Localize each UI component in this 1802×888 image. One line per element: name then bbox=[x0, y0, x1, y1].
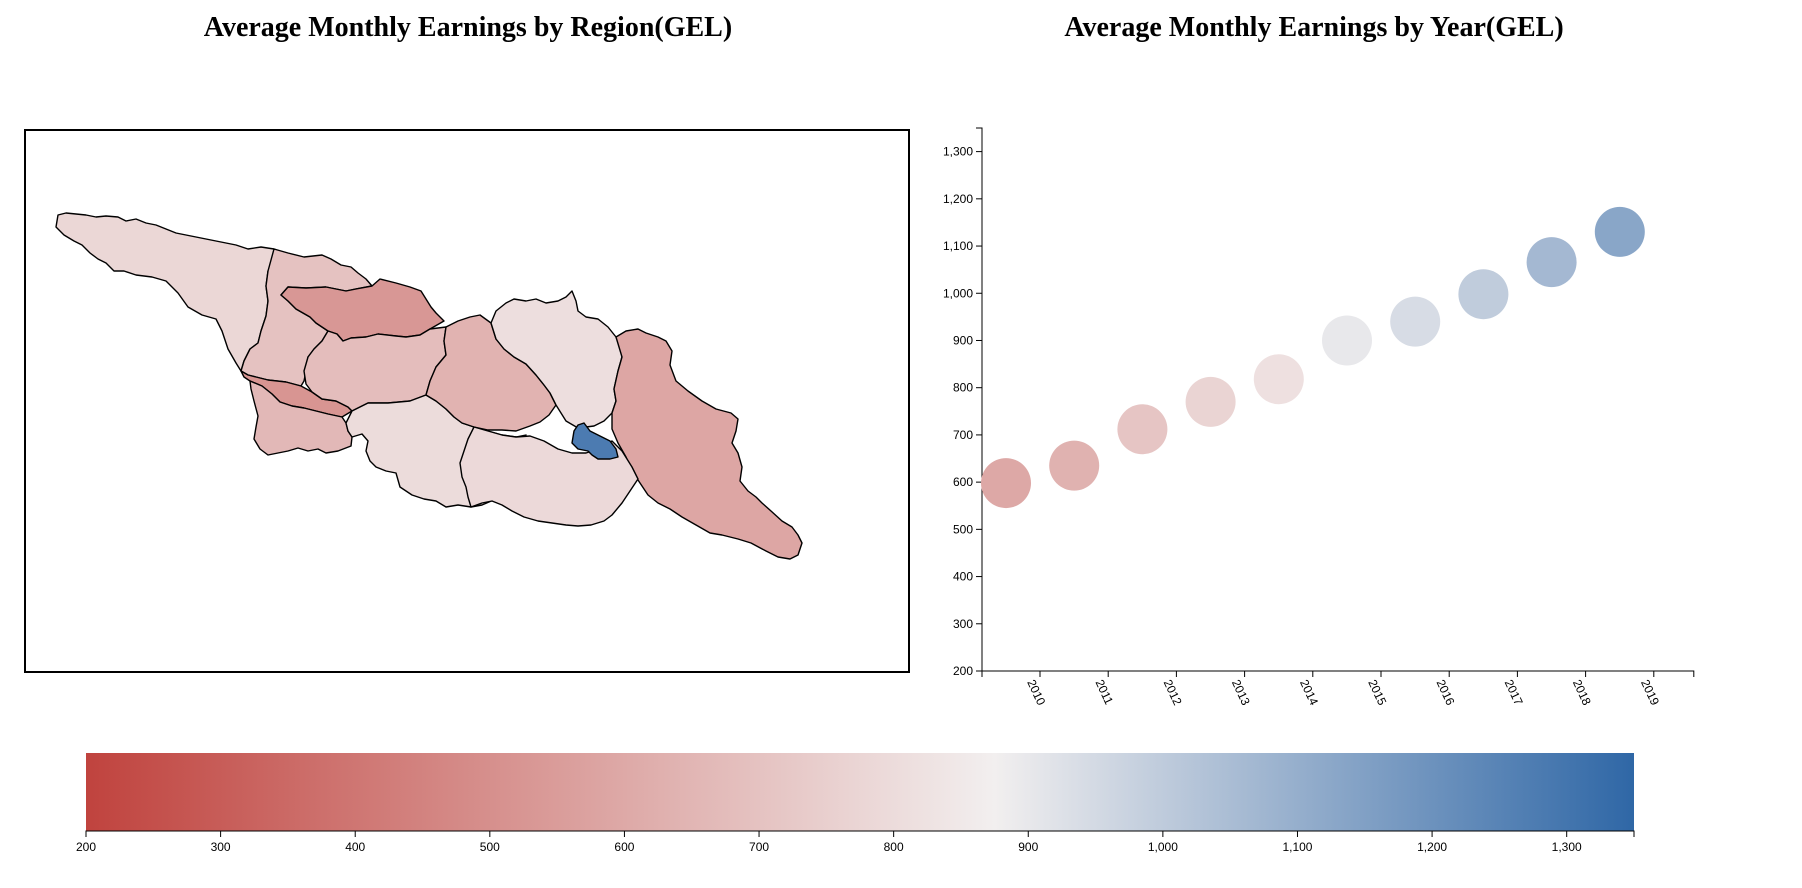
legend-tick-label: 1,200 bbox=[1417, 840, 1447, 854]
point-2014 bbox=[1253, 354, 1304, 405]
y-tick-200: 200 bbox=[953, 664, 982, 678]
y-tick-300: 300 bbox=[953, 617, 982, 631]
x-tick-2012: 2012 bbox=[1161, 671, 1185, 708]
x-tick-label: 2017 bbox=[1502, 677, 1526, 707]
legend-tick-label: 900 bbox=[1018, 840, 1038, 854]
point-2017 bbox=[1458, 269, 1509, 320]
scatter-chart-title: Average Monthly Earnings by Year(GEL) bbox=[1064, 12, 1564, 43]
point-2019 bbox=[1594, 206, 1645, 257]
legend-tick-300: 300 bbox=[211, 831, 231, 854]
legend-tick-label: 1,100 bbox=[1282, 840, 1312, 854]
x-tick-label: 2014 bbox=[1297, 677, 1321, 707]
point-2010 bbox=[981, 458, 1031, 509]
point-2015 bbox=[1322, 315, 1372, 366]
x-tick-2016: 2016 bbox=[1433, 671, 1458, 708]
legend-axis-line bbox=[85, 830, 1635, 837]
y-tick-label: 200 bbox=[953, 664, 973, 678]
y-tick-1100: 1,100 bbox=[943, 239, 982, 253]
color-scale-legend: 200 300 400 500 600 700 800 900 1,000 1,100 1,200 1… bbox=[76, 753, 1635, 854]
y-tick-1200: 1,200 bbox=[943, 192, 982, 206]
y-tick-label: 700 bbox=[953, 428, 973, 442]
y-tick-1300: 1,300 bbox=[943, 145, 982, 159]
x-tick-2013: 2013 bbox=[1229, 671, 1253, 708]
x-axis-line bbox=[981, 670, 1695, 677]
legend-tick-1000: 1,000 bbox=[1148, 831, 1178, 854]
x-tick-2014: 2014 bbox=[1297, 671, 1321, 708]
y-axis-line bbox=[976, 127, 983, 672]
x-tick-2010: 2010 bbox=[1024, 671, 1048, 708]
x-tick-2018: 2018 bbox=[1570, 671, 1594, 708]
point-2018 bbox=[1526, 237, 1577, 288]
legend-tick-200: 200 bbox=[76, 831, 96, 854]
legend-tick-label: 300 bbox=[211, 840, 231, 854]
earnings-by-year-scatter: 200 300 400 500 600 700 800 900 1,000 1,100 1,200 1… bbox=[943, 127, 1695, 708]
y-tick-label: 300 bbox=[953, 617, 973, 631]
region-6 bbox=[249, 380, 353, 456]
y-tick-label: 400 bbox=[953, 570, 973, 584]
legend-tick-label: 700 bbox=[749, 840, 769, 854]
legend-tick-label: 400 bbox=[345, 840, 365, 854]
legend-tick-label: 200 bbox=[76, 840, 96, 854]
region-12 bbox=[571, 422, 619, 460]
legend-gradient-bar bbox=[86, 753, 1634, 831]
x-tick-2011: 2011 bbox=[1092, 671, 1116, 707]
point-2016 bbox=[1390, 296, 1441, 347]
region-10 bbox=[611, 328, 803, 560]
x-tick-label: 2015 bbox=[1365, 677, 1389, 707]
y-tick-800: 800 bbox=[953, 381, 982, 395]
y-tick-label: 1,100 bbox=[943, 239, 973, 253]
region-map bbox=[55, 212, 803, 560]
x-tick-label: 2016 bbox=[1433, 677, 1457, 707]
y-tick-label: 500 bbox=[953, 522, 973, 536]
x-tick-2015: 2015 bbox=[1365, 671, 1389, 708]
map-chart-title: Average Monthly Earnings by Region(GEL) bbox=[203, 12, 733, 43]
y-tick-600: 600 bbox=[953, 475, 982, 489]
legend-tick-1100: 1,100 bbox=[1282, 831, 1313, 854]
region-map-frame bbox=[24, 129, 910, 673]
legend-tick-label: 500 bbox=[480, 840, 500, 854]
legend-tick-label: 600 bbox=[614, 840, 634, 854]
x-tick-2019: 2019 bbox=[1638, 671, 1662, 708]
legend-tick-900: 900 bbox=[1018, 831, 1039, 854]
point-2012 bbox=[1117, 404, 1168, 455]
y-tick-label: 900 bbox=[953, 333, 973, 347]
legend-tick-400: 400 bbox=[345, 831, 366, 854]
legend-tick-1200: 1,200 bbox=[1417, 831, 1447, 854]
y-tick-1000: 1,000 bbox=[943, 286, 982, 300]
point-2011 bbox=[1049, 440, 1100, 491]
y-tick-label: 1,000 bbox=[943, 286, 973, 300]
x-tick-label: 2011 bbox=[1092, 677, 1116, 707]
legend-tick-600: 600 bbox=[614, 831, 635, 854]
legend-tick-800: 800 bbox=[884, 831, 904, 854]
y-tick-label: 800 bbox=[953, 381, 973, 395]
legend-tick-1300: 1,300 bbox=[1552, 831, 1582, 854]
y-tick-400: 400 bbox=[953, 570, 982, 584]
x-tick-label: 2012 bbox=[1161, 677, 1185, 707]
legend-tick-500: 500 bbox=[480, 831, 500, 854]
x-tick-label: 2018 bbox=[1570, 677, 1594, 707]
legend-tick-label: 800 bbox=[884, 840, 904, 854]
y-axis: 200 300 400 500 600 700 800 900 1,000 1,100 1,200 1… bbox=[943, 127, 983, 678]
x-tick-label: 2010 bbox=[1024, 677, 1048, 707]
y-tick-900: 900 bbox=[953, 333, 982, 347]
y-tick-label: 1,200 bbox=[943, 192, 973, 206]
legend-tick-700: 700 bbox=[749, 831, 769, 854]
y-tick-label: 600 bbox=[953, 475, 973, 489]
y-tick-500: 500 bbox=[953, 522, 982, 536]
x-tick-label: 2019 bbox=[1638, 677, 1662, 707]
x-tick-label: 2013 bbox=[1229, 677, 1253, 707]
legend-tick-label: 1,300 bbox=[1552, 840, 1582, 854]
point-2013 bbox=[1185, 376, 1236, 427]
legend-tick-label: 1,000 bbox=[1148, 840, 1178, 854]
y-tick-700: 700 bbox=[953, 428, 982, 442]
x-tick-2017: 2017 bbox=[1502, 671, 1526, 708]
y-tick-label: 1,300 bbox=[943, 145, 973, 159]
x-axis: 2010 2011 2012 2013 2014 2015 2016 2017 2018 2019 bbox=[981, 670, 1695, 708]
